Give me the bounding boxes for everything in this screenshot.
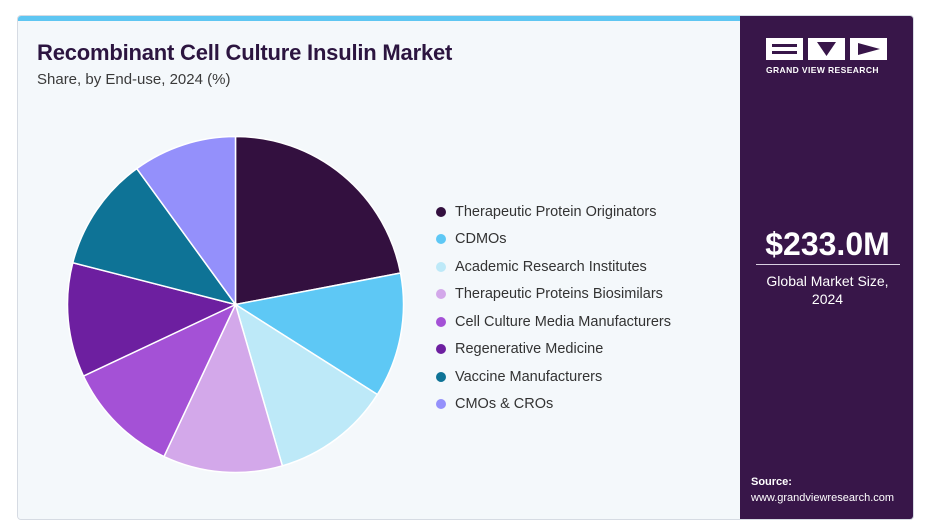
legend-item-8: CMOs & CROs xyxy=(436,391,671,419)
brand-name: GRAND VIEW RESEARCH xyxy=(766,65,879,75)
logo-mark-r xyxy=(850,38,887,60)
pie-slice-1 xyxy=(234,135,402,306)
legend-swatch xyxy=(436,344,446,355)
chart-subtitle: Share, by End-use, 2024 (%) xyxy=(37,71,231,88)
source-label: Source: xyxy=(751,476,792,488)
pie-slice-5 xyxy=(82,302,238,458)
legend-swatch xyxy=(436,234,446,245)
pie-slice-4 xyxy=(162,302,284,474)
legend-swatch xyxy=(436,399,446,410)
legend-label: Vaccine Manufacturers xyxy=(455,368,603,385)
logo-mark-v xyxy=(808,38,845,60)
gvr-logo-icon: GRAND VIEW RESEARCH xyxy=(766,38,888,75)
logo-marks xyxy=(766,38,888,60)
legend-item-5: Cell Culture Media Manufacturers xyxy=(436,308,671,336)
chart-area: Recombinant Cell Culture Insulin Market … xyxy=(18,16,740,519)
info-sidebar: GRAND VIEW RESEARCH $233.0M Global Marke… xyxy=(740,16,913,519)
legend-swatch xyxy=(436,261,446,272)
market-size-label: Global Market Size, 2024 xyxy=(740,272,913,308)
legend-label: Cell Culture Media Manufacturers xyxy=(455,313,671,330)
logo-mark-g xyxy=(766,38,803,60)
chart-title: Recombinant Cell Culture Insulin Market xyxy=(37,40,453,65)
legend-item-6: Regenerative Medicine xyxy=(436,336,671,364)
pie-slice-8 xyxy=(135,135,237,307)
pie-slice-6 xyxy=(66,261,238,378)
pie-chart xyxy=(63,132,408,477)
legend-item-3: Academic Research Institutes xyxy=(436,253,671,281)
legend-label: Therapeutic Protein Originators xyxy=(455,203,657,220)
chart-card: Recombinant Cell Culture Insulin Market … xyxy=(17,15,914,520)
market-size-label-line2: 2024 xyxy=(811,291,844,307)
pie-slice-2 xyxy=(233,272,405,396)
legend-label: Therapeutic Proteins Biosimilars xyxy=(455,286,663,303)
legend-item-4: Therapeutic Proteins Biosimilars xyxy=(436,281,671,309)
pie-slice-7 xyxy=(71,167,238,306)
legend-label: Academic Research Institutes xyxy=(455,258,647,275)
chart-legend: Therapeutic Protein Originators CDMOs Acad… xyxy=(436,198,671,418)
source-url[interactable]: www.grandviewresearch.com xyxy=(751,492,895,504)
legend-label: CDMOs xyxy=(455,231,507,248)
legend-item-2: CDMOs xyxy=(436,226,671,254)
legend-swatch xyxy=(436,289,446,300)
market-size-label-line1: Global Market Size, xyxy=(766,273,889,289)
legend-label: CMOs & CROs xyxy=(455,396,554,413)
legend-swatch xyxy=(436,206,446,217)
market-size-value: $233.0M xyxy=(765,226,890,262)
legend-swatch xyxy=(436,371,446,382)
pie-svg xyxy=(66,135,405,474)
top-accent-bar xyxy=(18,16,740,21)
divider xyxy=(756,264,900,265)
legend-item-7: Vaccine Manufacturers xyxy=(436,363,671,391)
legend-label: Regenerative Medicine xyxy=(455,341,604,358)
legend-item-1: Therapeutic Protein Originators xyxy=(436,198,671,226)
legend-swatch xyxy=(436,316,446,327)
